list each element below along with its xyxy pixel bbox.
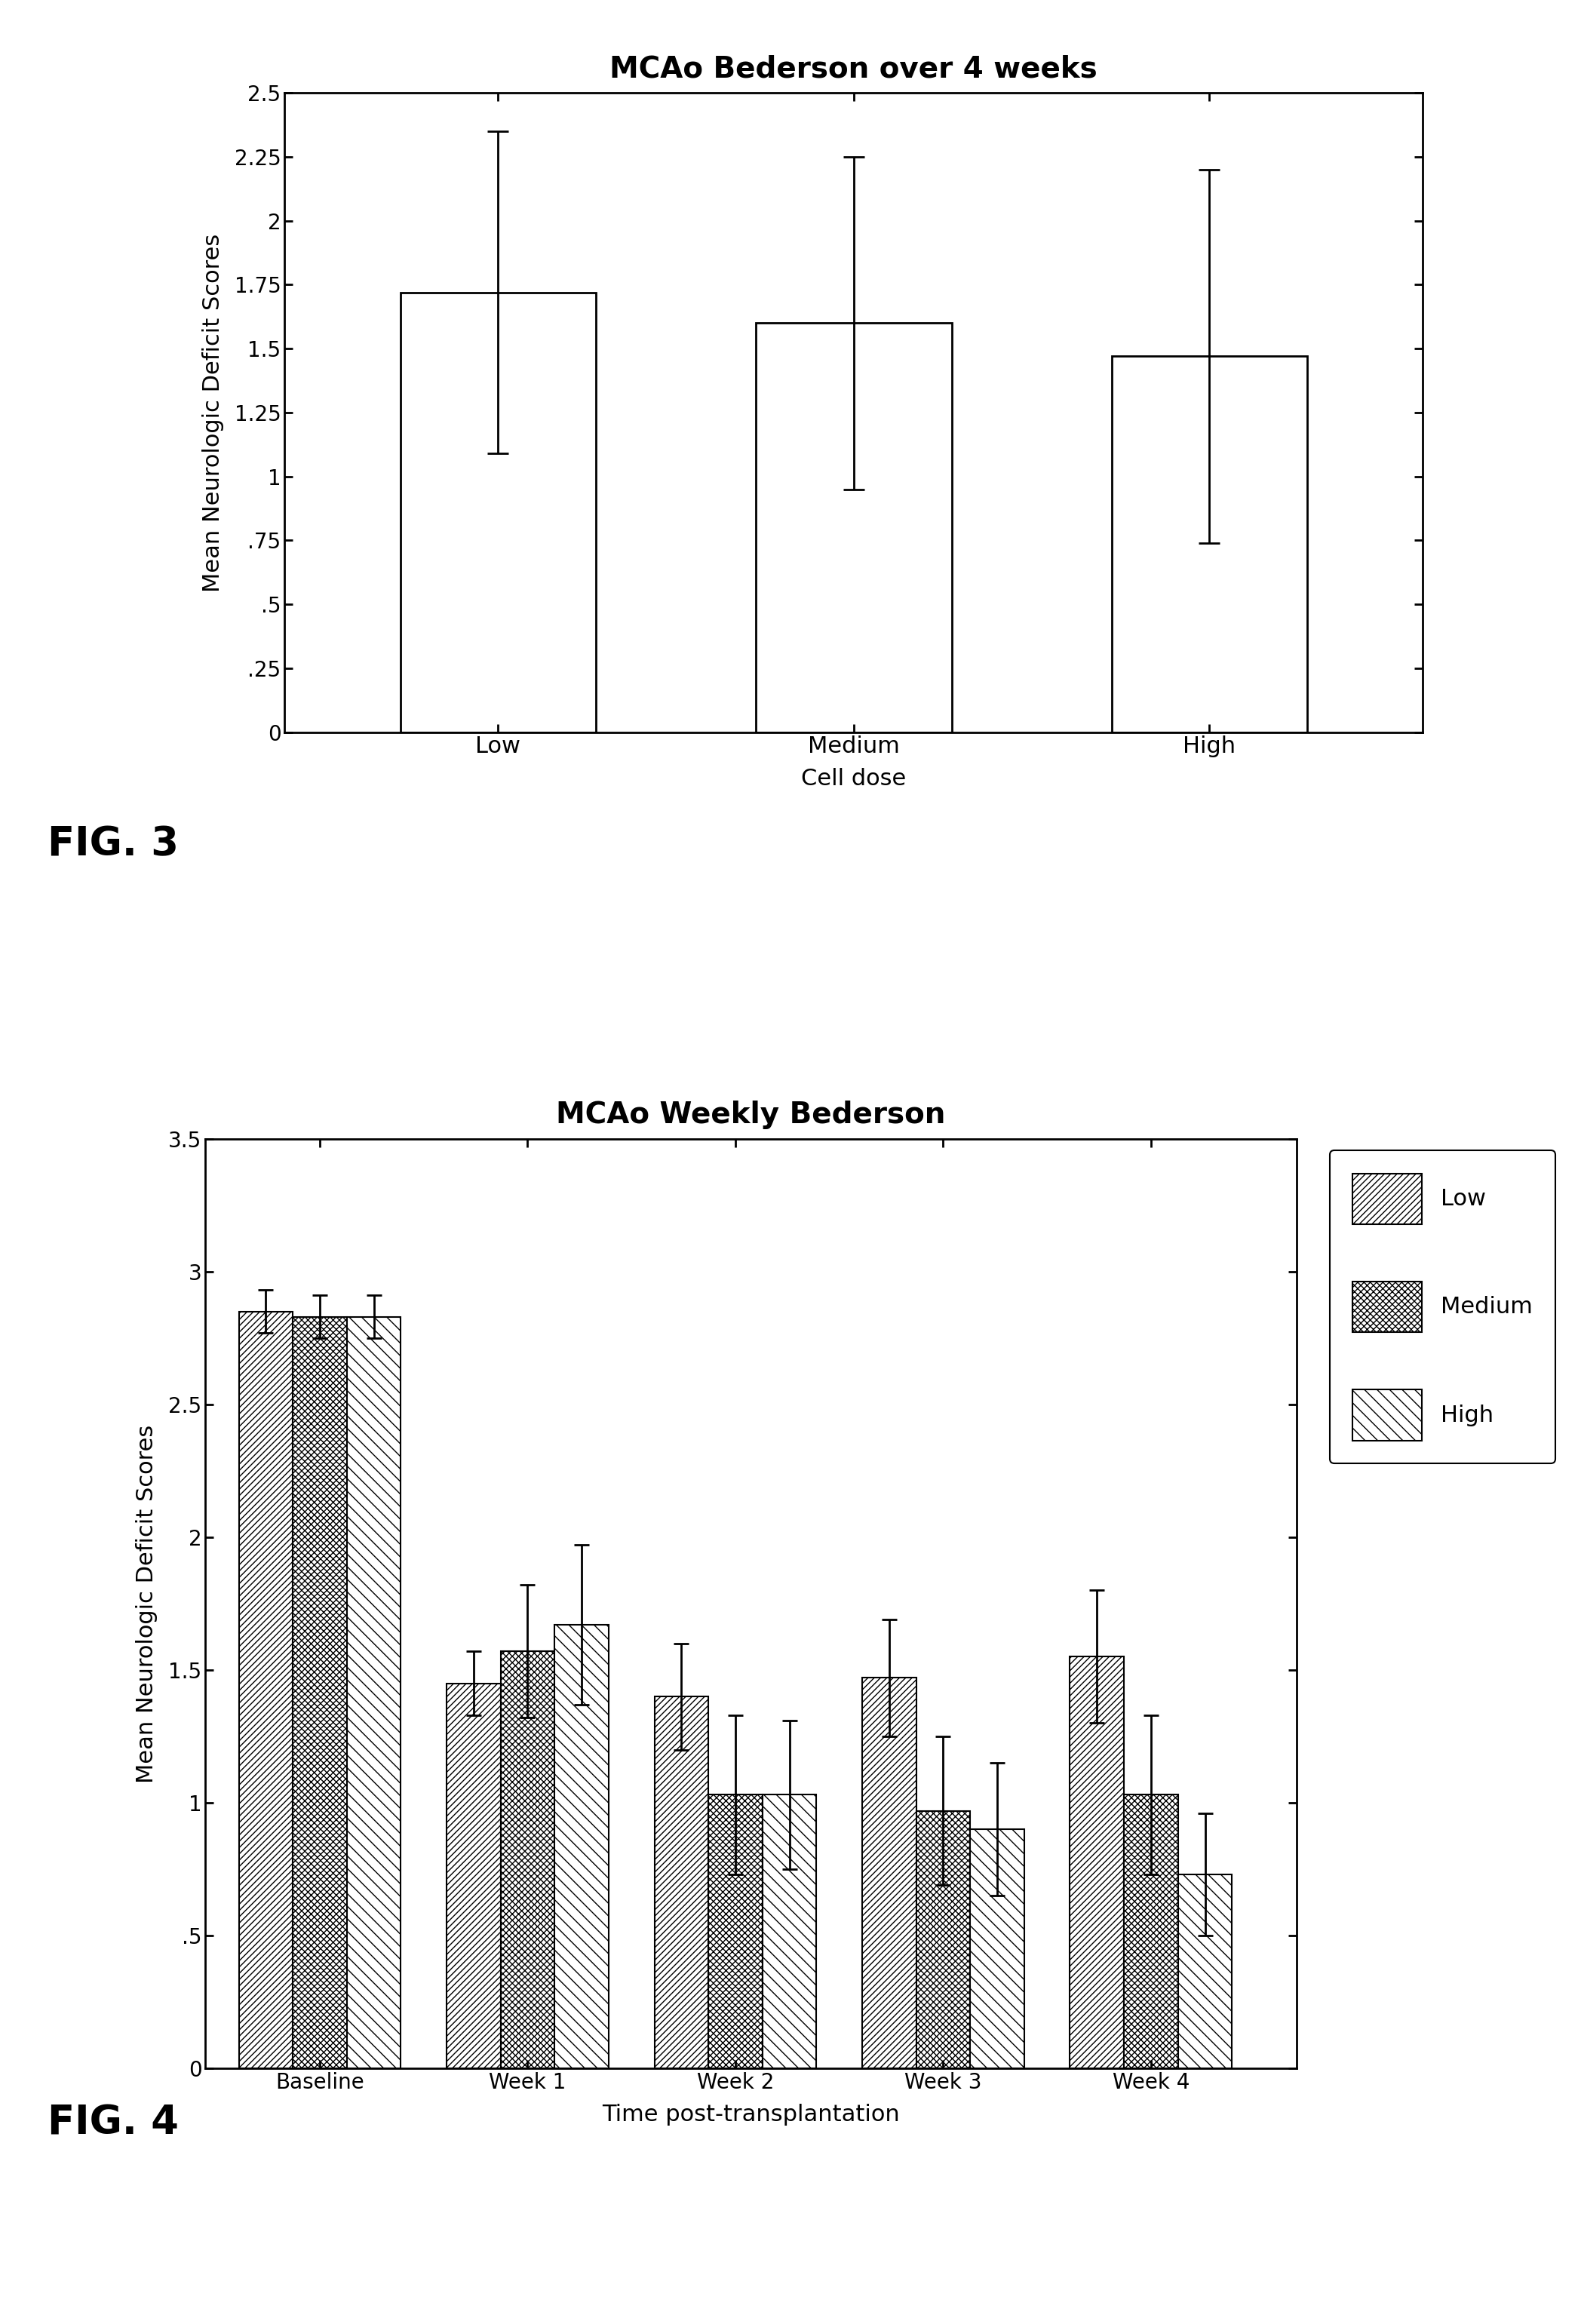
Bar [1111,356,1307,732]
Bar [555,1624,609,2068]
X-axis label: Cell dose: Cell dose [802,767,906,790]
Bar [292,1318,346,2068]
Bar [655,1697,708,2068]
Bar [708,1794,762,2068]
Bar [346,1318,402,2068]
Bar [862,1678,915,2068]
Legend: Low, Medium, High: Low, Medium, High [1330,1150,1556,1464]
Bar [446,1683,501,2068]
Text: FIG. 3: FIG. 3 [47,825,179,865]
Bar [501,1652,555,2068]
Title: MCAo Weekly Bederson: MCAo Weekly Bederson [557,1102,945,1129]
Y-axis label: Mean Neurologic Deficit Scores: Mean Neurologic Deficit Scores [202,232,225,593]
Bar [400,293,596,732]
Title: MCAo Bederson over 4 weeks: MCAo Bederson over 4 weeks [610,56,1097,84]
Bar [239,1311,292,2068]
Bar [915,1810,971,2068]
X-axis label: Time post-transplantation: Time post-transplantation [602,2103,900,2126]
Bar [1124,1794,1178,2068]
Bar [1178,1875,1232,2068]
Bar [756,323,952,732]
Y-axis label: Mean Neurologic Deficit Scores: Mean Neurologic Deficit Scores [136,1425,158,1783]
Bar [762,1794,816,2068]
Bar [971,1829,1024,2068]
Text: FIG. 4: FIG. 4 [47,2103,179,2143]
Bar [1070,1657,1124,2068]
